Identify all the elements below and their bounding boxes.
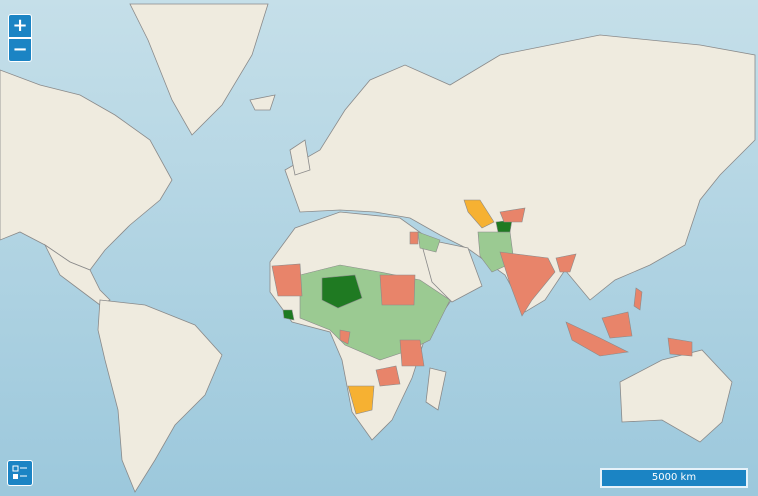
legend-button[interactable]	[7, 460, 33, 486]
zoom-in[interactable]: +	[8, 14, 32, 38]
zoom-out[interactable]: −	[8, 38, 32, 62]
legend-icon	[12, 465, 27, 479]
highlighted-countries	[271, 199, 693, 415]
land	[0, 3, 756, 493]
scale-bar: 5000 km	[600, 468, 748, 488]
